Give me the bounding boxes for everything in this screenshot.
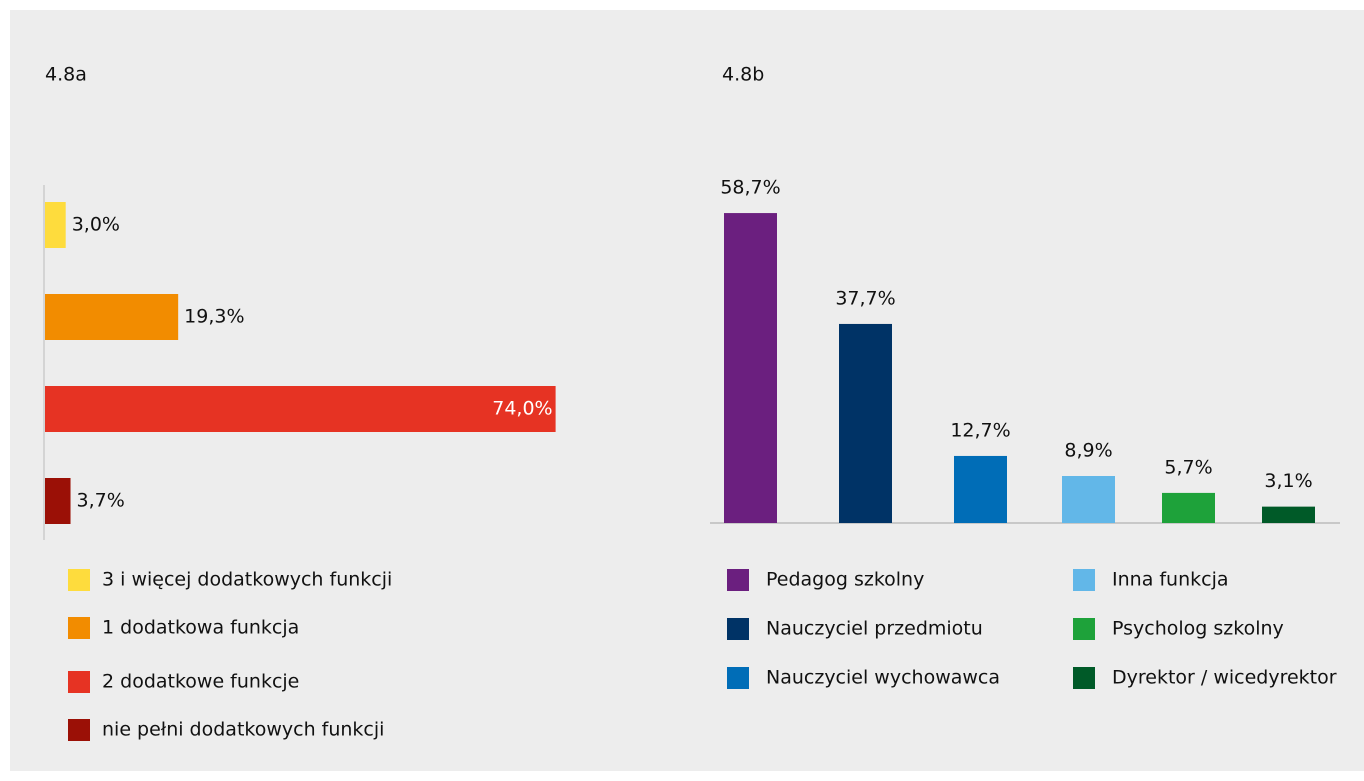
legend-label: Inna funkcja bbox=[1112, 569, 1229, 591]
legend-swatch bbox=[727, 618, 749, 640]
legend-label: 1 dodatkowa funkcja bbox=[102, 617, 299, 639]
data-label: 19,3% bbox=[184, 306, 244, 328]
bar bbox=[1062, 476, 1115, 523]
chart-title: 4.8b bbox=[722, 64, 764, 86]
data-label: 8,9% bbox=[1064, 440, 1112, 462]
bar bbox=[1162, 492, 1215, 523]
data-label: 58,7% bbox=[720, 177, 780, 199]
legend-swatch bbox=[68, 617, 90, 639]
data-label: 12,7% bbox=[950, 419, 1010, 441]
legend-swatch bbox=[727, 667, 749, 689]
legend-label: Nauczyciel wychowawca bbox=[766, 667, 1000, 689]
data-label: 3,1% bbox=[1264, 470, 1312, 492]
bar bbox=[45, 294, 179, 340]
legend-label: Pedagog szkolny bbox=[766, 569, 924, 591]
legend-swatch bbox=[1073, 569, 1095, 591]
legend-swatch bbox=[68, 671, 90, 693]
legend-swatch bbox=[727, 569, 749, 591]
data-label: 3,0% bbox=[72, 214, 120, 236]
legend-label: 3 i więcej dodatkowych funkcji bbox=[102, 569, 392, 591]
legend-label: Psycholog szkolny bbox=[1112, 618, 1284, 640]
bar bbox=[45, 202, 66, 248]
legend-swatch bbox=[68, 569, 90, 591]
bar bbox=[839, 323, 892, 523]
data-label: 37,7% bbox=[835, 287, 895, 309]
bar bbox=[45, 386, 556, 432]
bar bbox=[1262, 506, 1315, 523]
legend-label: 2 dodatkowe funkcje bbox=[102, 671, 299, 693]
legend-swatch bbox=[1073, 667, 1095, 689]
bar bbox=[724, 213, 777, 523]
bar bbox=[45, 478, 71, 524]
bar bbox=[954, 455, 1007, 523]
data-label: 74,0% bbox=[492, 398, 552, 420]
legend-swatch bbox=[1073, 618, 1095, 640]
chart-title: 4.8a bbox=[45, 64, 87, 86]
data-label: 3,7% bbox=[77, 490, 125, 512]
data-label: 5,7% bbox=[1164, 456, 1212, 478]
legend-label: Nauczyciel przedmiotu bbox=[766, 618, 983, 640]
legend-label: Dyrektor / wicedyrektor bbox=[1112, 667, 1337, 689]
legend-label: nie pełni dodatkowych funkcji bbox=[102, 719, 384, 741]
legend-swatch bbox=[68, 719, 90, 741]
